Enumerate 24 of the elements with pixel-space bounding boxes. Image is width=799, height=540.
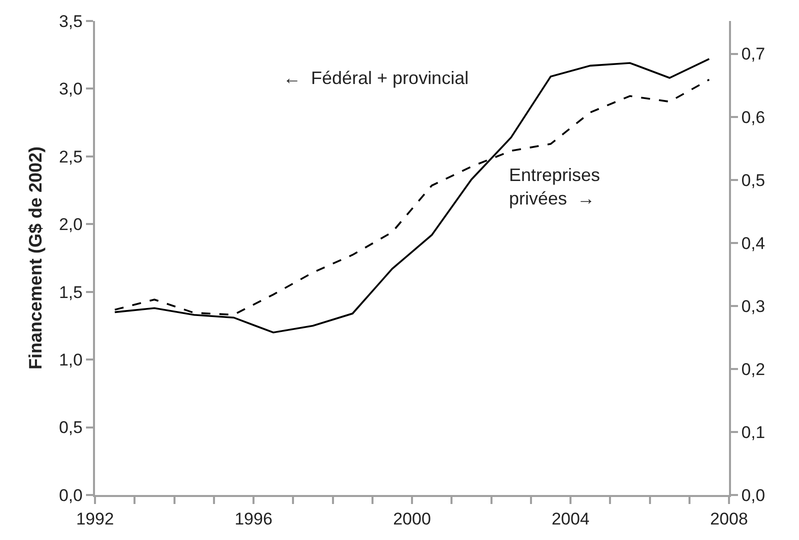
x-tick-label: 1992 (76, 509, 114, 528)
y-tick-label: 3,5 (58, 12, 83, 31)
y-tick-label: 2,0 (58, 215, 83, 234)
y-tick-label: 0,5 (58, 418, 83, 438)
y2-tick-label: 0,1 (741, 422, 766, 442)
y2-tick-label: 0,6 (741, 108, 766, 127)
y2-tick-label: 0,5 (741, 170, 766, 190)
x-tick-label: 2004 (552, 509, 590, 528)
x-tick-label: 2008 (710, 509, 748, 528)
y-tick-label: 1,0 (58, 350, 83, 370)
y-tick-label: 2,5 (58, 147, 83, 166)
y-tick-label: 3,0 (58, 80, 83, 99)
annotation: Entreprises privées → (509, 165, 600, 208)
y2-tick-label: 0,4 (741, 234, 766, 253)
y2-tick-label: 0,0 (741, 486, 766, 505)
y2-tick-label: 0,3 (741, 296, 766, 316)
y-tick-label: 0,0 (58, 486, 83, 505)
annotation: ← Fédéral + provincial (283, 68, 469, 88)
y-tick-label: 1,5 (58, 282, 83, 302)
y-axis-title: Financement (G$ de 2002) (26, 146, 46, 370)
y2-tick-label: 0,7 (741, 44, 766, 64)
y2-tick-label: 0,2 (741, 360, 766, 379)
x-tick-label: 1996 (234, 509, 272, 528)
x-tick-label: 2000 (393, 509, 431, 528)
